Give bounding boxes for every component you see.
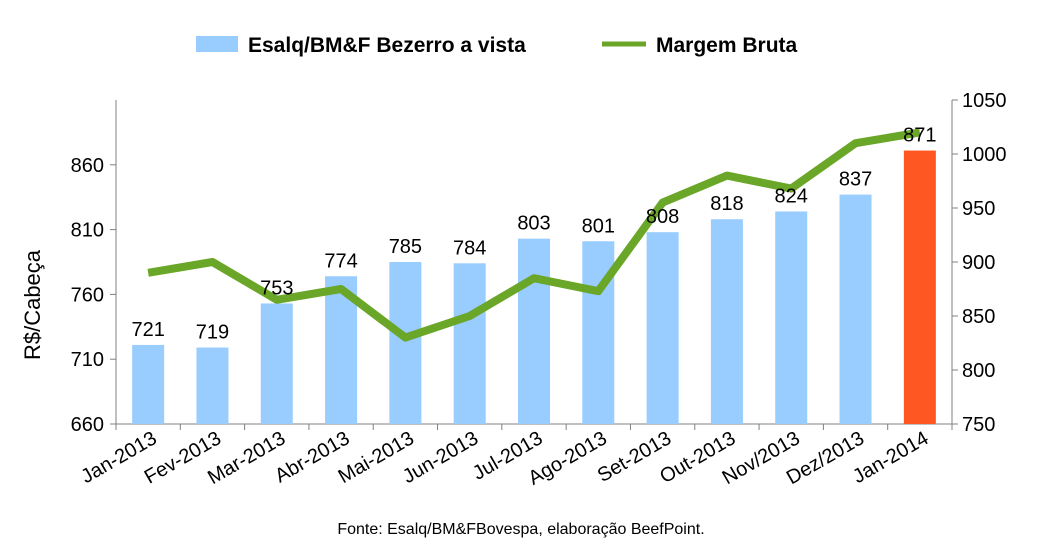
y-right-tick-label: 1000 — [962, 144, 1007, 166]
y-right-tick-label: 950 — [962, 198, 995, 220]
bar — [775, 211, 808, 424]
legend: Esalq/BM&F Bezerro a vista Margem Bruta — [196, 34, 798, 57]
legend-label-line: Margem Bruta — [656, 34, 798, 57]
y-right-tick-label: 750 — [962, 414, 995, 436]
bar — [196, 347, 229, 424]
bar-value-label: 808 — [646, 206, 679, 228]
y-right-tick-label: 850 — [962, 306, 995, 328]
margin-point — [855, 142, 857, 144]
y-left-tick-label: 760 — [71, 284, 104, 306]
axes: 660 710 760 810 860 750 800 850 900 950 1000 1050 — [71, 90, 1007, 436]
bar — [518, 238, 550, 424]
bars — [132, 150, 936, 424]
bar — [903, 150, 936, 424]
y-axis-label: R$/Cabeça — [20, 249, 45, 360]
margin-point — [597, 290, 599, 292]
margin-point — [211, 261, 213, 263]
bar-value-label: 824 — [775, 185, 808, 207]
bar — [453, 263, 486, 424]
margin-point — [533, 277, 535, 279]
bar — [389, 262, 422, 424]
margin-point — [404, 337, 406, 339]
legend-swatch-bar — [196, 36, 238, 52]
bar-value-label: 801 — [582, 215, 615, 237]
y-right-tick-label: 1050 — [962, 90, 1007, 112]
margin-point — [726, 175, 728, 177]
margin-point — [147, 272, 149, 274]
data-labels: 721 719 753 774 785 784 803 801 808 818 824 837 871 — [131, 125, 936, 344]
bar — [132, 344, 165, 424]
bar — [260, 303, 293, 424]
bar-value-label: 753 — [260, 277, 293, 299]
source-note: Fonte: Esalq/BM&FBovespa, elaboração Bee… — [337, 521, 704, 538]
bar — [839, 194, 872, 424]
bar-value-label: 803 — [517, 213, 550, 235]
x-tick-labels: Jan-2013Fev-2013Mar-2013Abr-2013Mai-2013… — [77, 427, 932, 489]
bar-value-label: 837 — [839, 169, 872, 191]
y-right-tick-label: 900 — [962, 252, 995, 274]
bar-value-label: 785 — [389, 236, 422, 258]
y-left-tick-label: 860 — [71, 155, 104, 177]
bar-value-label: 784 — [453, 237, 486, 259]
y-right-tick-label: 800 — [962, 360, 995, 382]
y-left-tick-label: 710 — [71, 349, 104, 371]
margin-point — [340, 288, 342, 290]
bar-value-label: 721 — [131, 319, 164, 341]
bar — [646, 232, 679, 424]
legend-label-bar: Esalq/BM&F Bezerro a vista — [248, 34, 526, 57]
line-layer — [147, 128, 921, 342]
y-left-tick-label: 660 — [71, 414, 104, 436]
bar-value-label: 871 — [903, 125, 936, 147]
margin-point — [469, 315, 471, 317]
bar — [710, 219, 743, 424]
bar — [582, 241, 615, 424]
bar-value-label: 719 — [196, 322, 229, 344]
margin-point — [662, 202, 664, 204]
margin-line — [147, 128, 921, 342]
bar-value-label: 774 — [324, 250, 357, 272]
bar-value-label: 818 — [710, 193, 743, 215]
y-left-tick-label: 810 — [71, 220, 104, 242]
